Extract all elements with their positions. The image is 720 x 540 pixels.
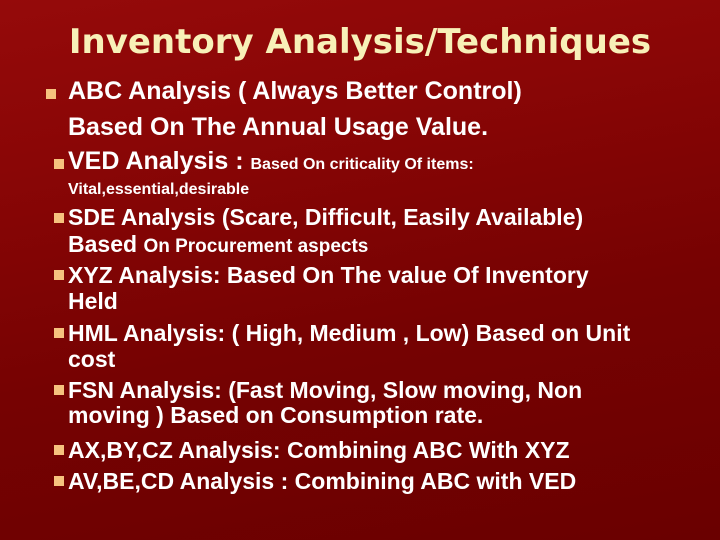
item-fsn-line2: moving ) Based on Consumption rate.	[68, 402, 484, 428]
bullet-icon	[54, 476, 64, 486]
item-xyz-line2: Held	[68, 288, 118, 314]
bullet-icon	[54, 445, 64, 455]
bullet-icon	[54, 213, 64, 223]
item-avbecd: AV,BE,CD Analysis : Combining ABC with V…	[68, 468, 577, 494]
item-hml-line1: HML Analysis: ( High, Medium , Low) Base…	[68, 320, 631, 346]
item-sde-l2a: Based	[68, 231, 144, 257]
item-abc-line1: ABC Analysis ( Always Better Control)	[68, 77, 522, 105]
item-ved-detail: Based On criticality Of items:	[250, 156, 474, 173]
bullet-icon	[54, 385, 64, 395]
item-sde-l2b: On Procurement aspects	[143, 236, 369, 257]
item-axbycz: AX,BY,CZ Analysis: Combining ABC With XY…	[68, 437, 570, 463]
item-abc-line2: Based On The Annual Usage Value.	[68, 113, 489, 141]
item-fsn-line1: FSN Analysis: (Fast Moving, Slow moving,…	[68, 377, 583, 403]
item-hml-line2: cost	[68, 346, 116, 372]
bullet-icon	[54, 159, 64, 169]
bullet-icon	[54, 328, 64, 338]
item-ved: VED Analysis : Based On criticality Of i…	[68, 148, 474, 178]
slide-title: Inventory Analysis/Techniques	[68, 22, 652, 62]
item-xyz-line1: XYZ Analysis: Based On The value Of Inve…	[68, 262, 589, 288]
item-ved-main: VED Analysis :	[68, 147, 251, 175]
item-sde-line1: SDE Analysis (Scare, Difficult, Easily A…	[68, 204, 584, 230]
bullet-icon	[54, 270, 64, 280]
bullet-icon	[46, 89, 56, 99]
item-ved-sub: Vital,essential,desirable	[68, 181, 250, 198]
item-sde-line2: Based On Procurement aspects	[68, 231, 368, 260]
